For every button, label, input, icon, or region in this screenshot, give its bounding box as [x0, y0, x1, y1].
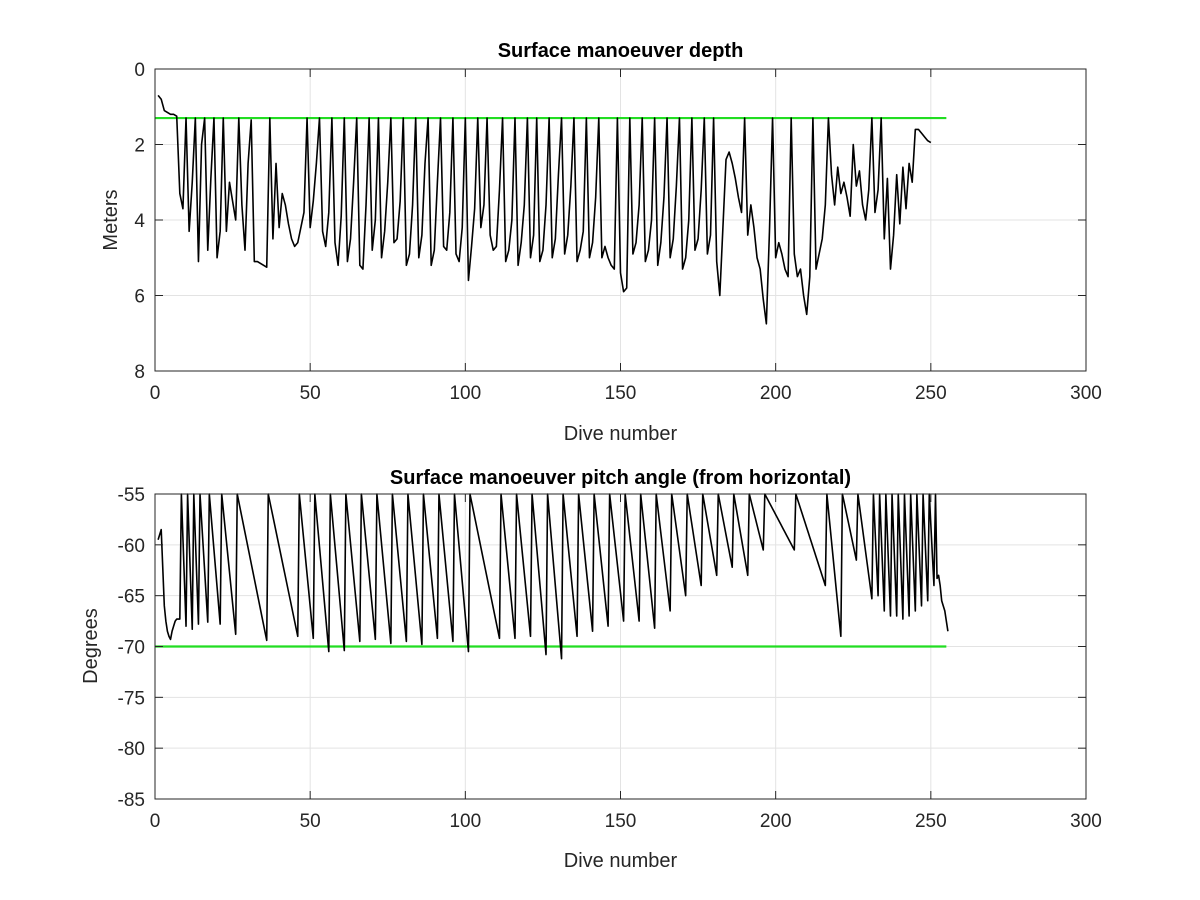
- depth-x-tick-label: 100: [449, 383, 481, 404]
- pitch-y-axis-label: Degrees: [80, 608, 102, 684]
- pitch-y-tick-label: -85: [118, 790, 145, 811]
- depth-x-tick-label: 250: [915, 383, 947, 404]
- depth-y-tick-label: 8: [134, 362, 145, 383]
- depth-x-tick-label: 0: [150, 383, 161, 404]
- depth-x-tick-label: 50: [300, 383, 321, 404]
- pitch-series-line: [157, 493, 949, 660]
- depth-series-group: [157, 94, 932, 325]
- depth-x-tick-label: 200: [760, 383, 792, 404]
- pitch-x-ticks: 0 50 100 150 200 250 300: [150, 494, 1102, 832]
- depth-y-tick-label: 4: [134, 211, 145, 232]
- depth-y-axis-label: Meters: [100, 189, 122, 250]
- pitch-x-tick-label: 100: [449, 811, 481, 832]
- depth-chart-title: Surface manoeuver depth: [498, 40, 744, 62]
- pitch-x-tick-label: 150: [605, 811, 637, 832]
- pitch-chart-title: Surface manoeuver pitch angle (from hori…: [390, 467, 851, 489]
- depth-y-ticks: 0 2 4 6 8: [134, 60, 1086, 383]
- pitch-x-tick-label: 200: [760, 811, 792, 832]
- depth-chart: 0 50 100 150 200 250 300 0 2 4 6 8 Surface manoeuv…: [100, 40, 1102, 445]
- pitch-y-tick-label: -80: [118, 739, 145, 760]
- pitch-y-tick-label: -65: [118, 587, 145, 608]
- depth-x-tick-label: 150: [605, 383, 637, 404]
- depth-series-line: [157, 94, 932, 325]
- depth-x-ticks: 0 50 100 150 200 250 300: [150, 69, 1102, 404]
- pitch-y-tick-label: -70: [118, 638, 145, 659]
- pitch-y-tick-label: -60: [118, 536, 145, 557]
- pitch-chart: 0 50 100 150 200 250 300 -85 -80 -75 -70 -65 -60 -55…: [80, 467, 1102, 872]
- depth-x-tick-label: 300: [1070, 383, 1102, 404]
- pitch-y-tick-label: -75: [118, 688, 145, 709]
- pitch-x-tick-label: 300: [1070, 811, 1102, 832]
- pitch-y-ticks: -85 -80 -75 -70 -65 -60 -55: [118, 485, 1086, 811]
- pitch-x-axis-label: Dive number: [564, 850, 678, 872]
- depth-x-axis-label: Dive number: [564, 423, 678, 445]
- pitch-x-tick-label: 250: [915, 811, 947, 832]
- depth-y-tick-label: 6: [134, 287, 145, 308]
- pitch-x-tick-label: 0: [150, 811, 161, 832]
- pitch-series-group: [157, 493, 949, 660]
- depth-y-tick-label: 2: [134, 136, 145, 157]
- pitch-y-tick-label: -55: [118, 485, 145, 506]
- depth-y-tick-label: 0: [134, 60, 145, 81]
- pitch-x-tick-label: 50: [300, 811, 321, 832]
